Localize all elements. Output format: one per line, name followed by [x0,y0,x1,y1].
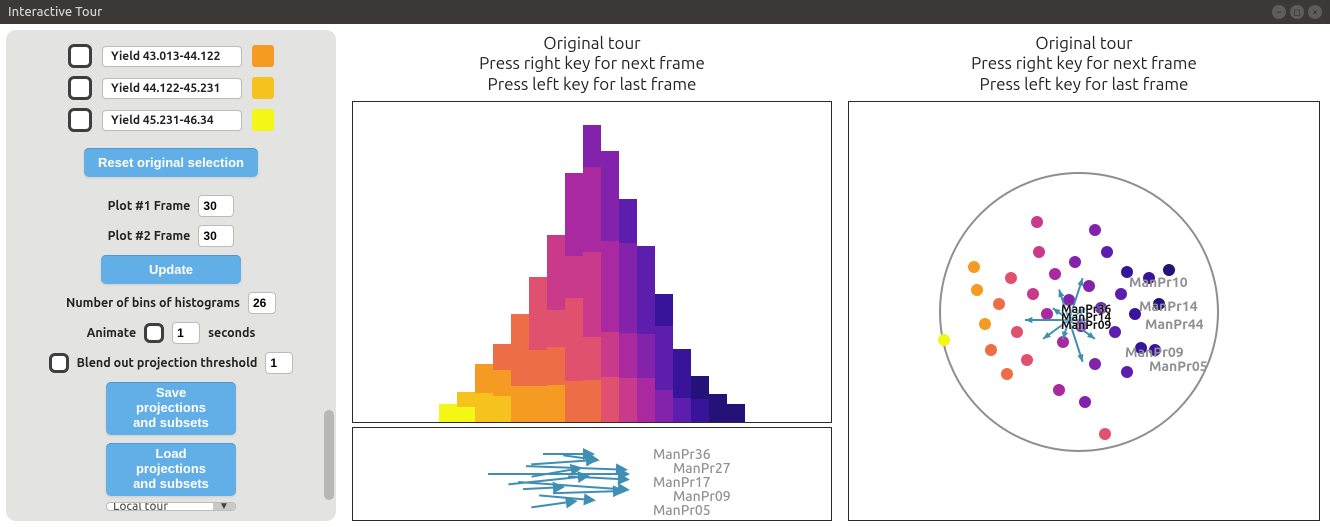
yield-checkbox-0[interactable] [68,44,92,68]
load-projections-button[interactable]: Load projectionsand subsets [106,443,236,496]
yield-swatch-1 [252,77,274,99]
yield-swatch-0 [252,45,274,67]
minimize-icon[interactable]: – [1272,5,1286,19]
dropdown-selected: Local tour [107,502,213,511]
sidebar-scrollbar[interactable] [324,410,334,500]
yield-label-1: Yield 44.122-45.231 [102,78,242,99]
plot2-frame-input[interactable] [198,225,234,247]
window-title: Interactive Tour [8,5,102,19]
blendout-checkbox[interactable] [49,353,69,373]
bins-label: Number of bins of histograms [66,296,240,310]
yield-label-2: Yield 45.231-46.34 [102,110,242,131]
animate-checkbox[interactable] [144,323,164,343]
yield-swatch-2 [252,109,274,131]
sidebar: Yield 43.013-44.122 Yield 44.122-45.231 Yi… [6,30,336,521]
maximize-icon[interactable]: ◻ [1290,5,1304,19]
blendout-input[interactable] [265,352,293,374]
plot1-title: Original tour Press right key for next f… [352,34,832,95]
blendout-label: Blend out projection threshold [77,356,258,370]
update-button[interactable]: Update [101,255,241,284]
projection-arrows-panel[interactable]: ManPr36ManPr27ManPr17ManPr09ManPr05 [352,427,832,521]
plot1-frame-input[interactable] [198,195,234,217]
bins-input[interactable] [248,292,276,314]
yield-label-0: Yield 43.013-44.122 [102,46,242,67]
plot2-frame-label: Plot #2 Frame [108,229,191,243]
plot2-title: Original tour Press right key for next f… [848,34,1320,95]
histogram-panel[interactable] [352,101,832,423]
close-icon[interactable]: × [1308,5,1322,19]
tour-type-dropdown[interactable]: Local tour ▼ [106,502,236,511]
animate-label: Animate [87,326,137,340]
reset-selection-button[interactable]: Reset original selection [84,148,258,177]
scatter-panel[interactable]: ManPr10ManPr14ManPr44ManPr09ManPr05ManPr… [848,101,1320,521]
plot1-frame-label: Plot #1 Frame [108,199,191,213]
yield-checkbox-2[interactable] [68,108,92,132]
chevron-down-icon: ▼ [213,503,235,510]
window-titlebar: Interactive Tour – ◻ × [0,0,1330,24]
yield-checkbox-1[interactable] [68,76,92,100]
save-projections-button[interactable]: Save projectionsand subsets [106,382,236,435]
animate-seconds-input[interactable] [172,322,200,344]
animate-seconds-label: seconds [208,326,255,340]
